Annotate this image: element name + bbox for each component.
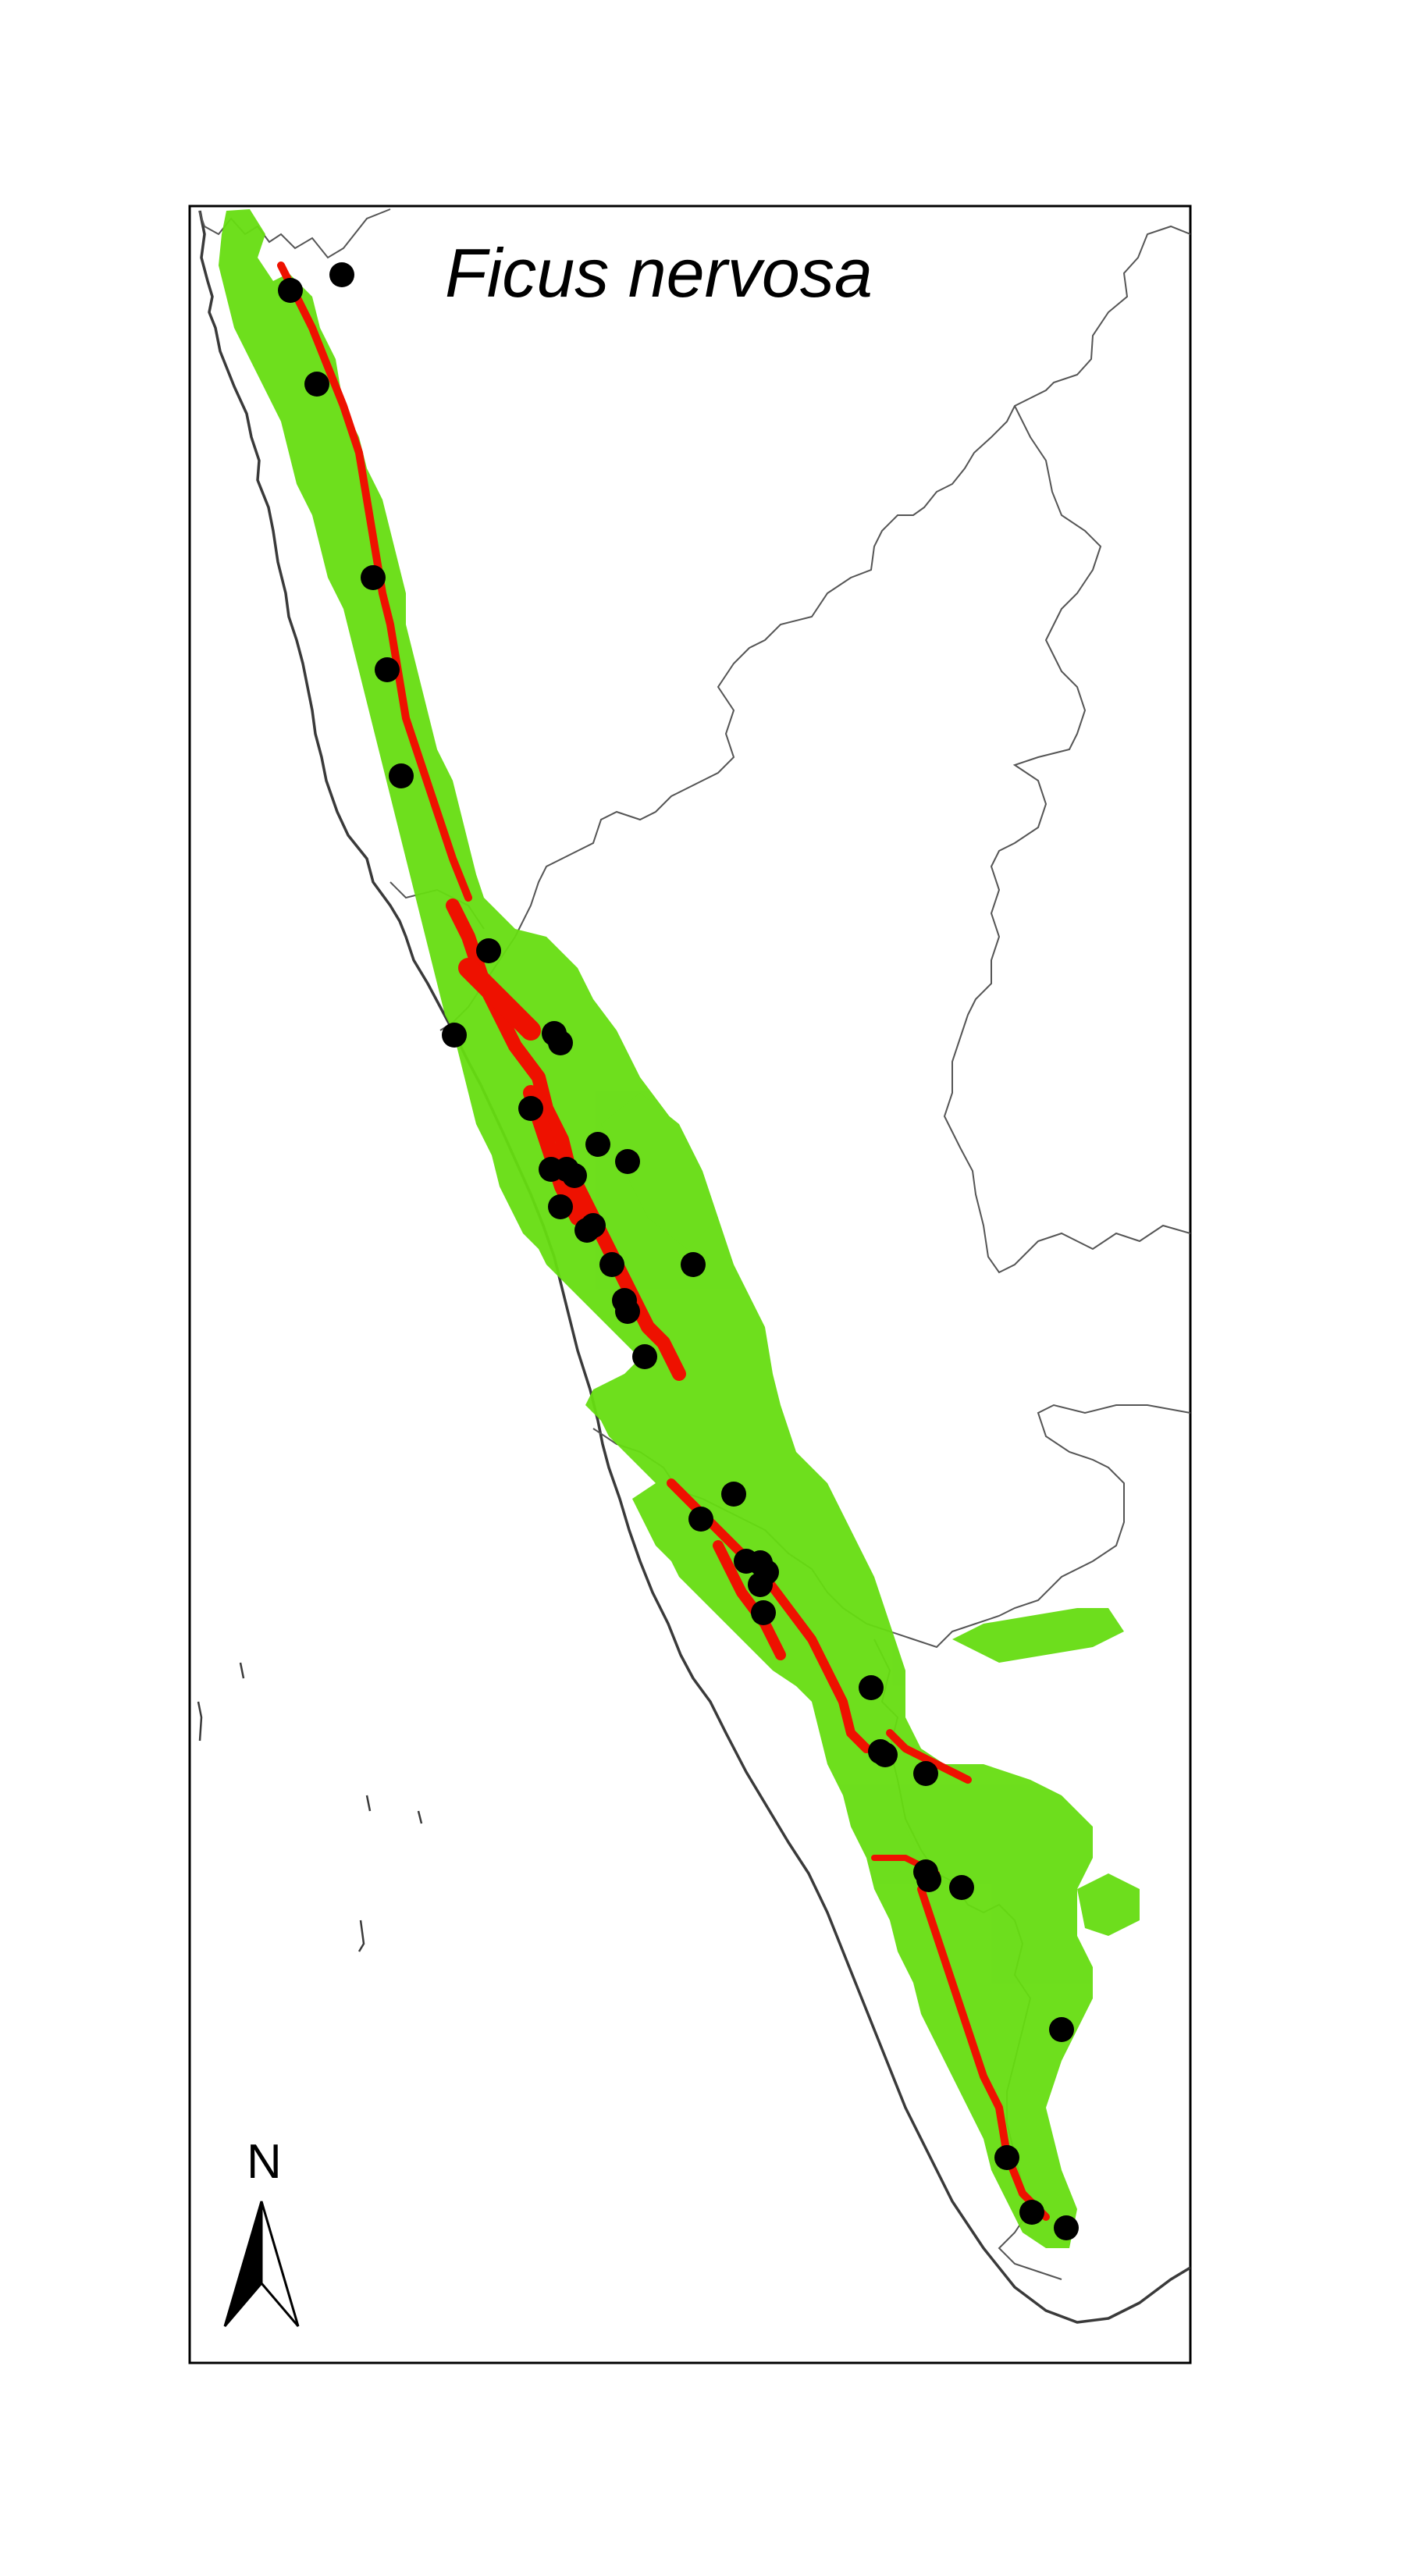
north-arrow-left-half [223,2201,263,2327]
occurrence-point [916,1867,941,1892]
state-boundary [943,405,1190,1274]
occurrence-point [476,938,501,963]
north-label: N [247,2135,282,2189]
state-boundary [439,225,1190,1031]
occurrence-point [599,1252,624,1277]
occurrence-point [581,1213,606,1238]
occurrence-points [278,262,1079,2240]
island [357,1920,365,1952]
occurrence-point [1049,2017,1074,2042]
north-arrow-right-half [260,2201,300,2327]
state-boundary [198,208,391,259]
occurrence-point [748,1572,773,1597]
occurrence-point [615,1149,640,1174]
occurrence-point [329,262,354,287]
map-frame [188,205,1192,2364]
island [365,1795,372,1812]
occurrence-point [1054,2215,1079,2240]
occurrence-point [585,1132,610,1157]
occurrence-point [632,1344,657,1369]
occurrence-point [548,1030,573,1055]
occurrence-point [721,1482,746,1507]
occurrence-point [548,1194,573,1219]
occurrence-point [389,763,414,788]
north-arrow-icon: N [223,2135,300,2327]
island [239,1662,245,1679]
occurrence-point [681,1252,706,1277]
occurrence-point [688,1507,713,1532]
occurrence-point [375,657,400,682]
occurrence-point [949,1875,974,1900]
occurrence-point [913,1761,938,1786]
occurrence-point [994,2145,1019,2170]
occurrence-point [361,565,386,590]
occurrence-point [278,278,303,303]
island [417,1810,423,1824]
occurrence-point [859,1675,884,1700]
occurrence-point [751,1600,776,1625]
occurrence-point [442,1023,467,1048]
occurrence-point [1019,2200,1044,2225]
occurrence-point [304,372,329,397]
occurrence-point [562,1163,587,1188]
suitability-moderate-layer [219,209,1140,2248]
map-title: Ficus nervosa [445,234,873,311]
occurrence-point [873,1742,898,1767]
occurrence-point [518,1096,543,1121]
occurrence-point [615,1299,640,1324]
island [197,1701,203,1742]
